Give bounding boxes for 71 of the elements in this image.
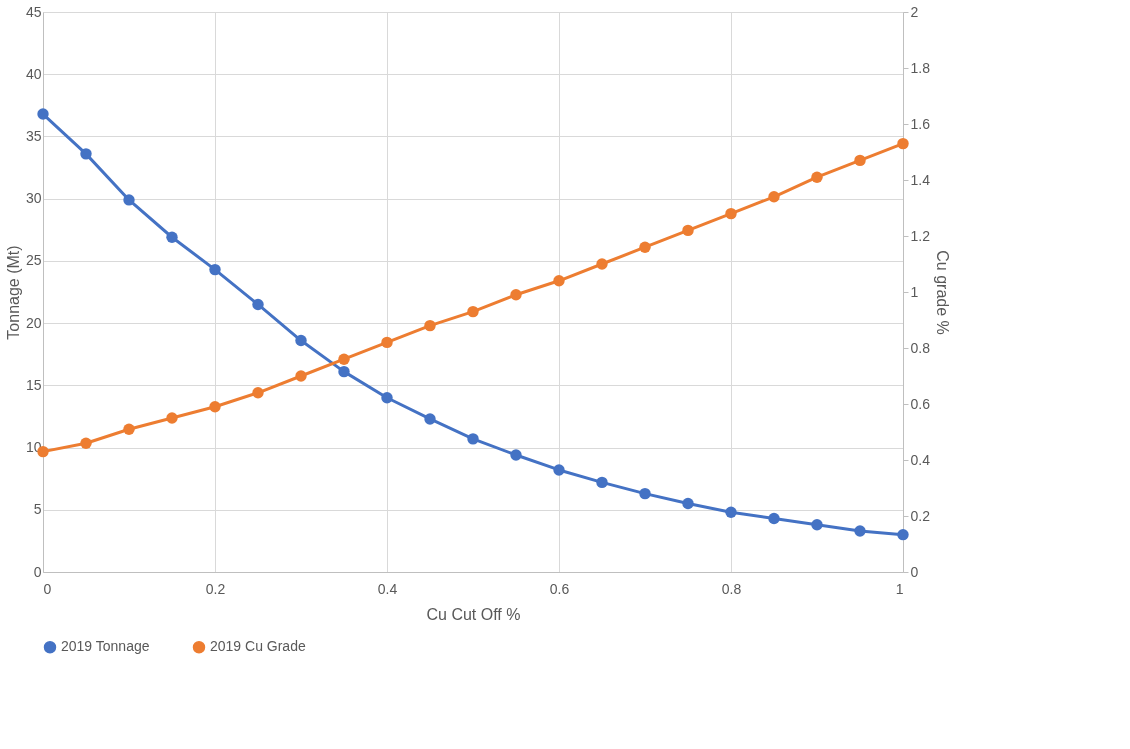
- point: [209, 263, 221, 276]
- y-axis-title: Tonnage (Mt): [4, 245, 22, 340]
- point: [381, 336, 393, 349]
- point: [338, 365, 350, 378]
- x-tick-label: 0.2: [205, 580, 226, 597]
- point: [596, 258, 608, 270]
- point: [768, 191, 780, 203]
- y-tick-label: 20: [25, 314, 42, 331]
- point: [123, 423, 135, 435]
- y2-tick-label: 1.2: [910, 227, 931, 244]
- y-tick-label: 5: [33, 501, 42, 518]
- y-tick-label: 25: [25, 252, 42, 269]
- point: [811, 171, 823, 183]
- y-tick-label: 30: [25, 190, 42, 207]
- point: [639, 241, 651, 253]
- y2-tick-label: 2: [910, 3, 919, 20]
- y2-tick-label: 0: [910, 563, 919, 580]
- y-tick-label: 35: [25, 127, 42, 144]
- y2-tick-label: 0.6: [910, 395, 931, 412]
- x-axis-title: Cu Cut Off %: [426, 605, 521, 623]
- point: [295, 334, 307, 347]
- point: [381, 392, 393, 404]
- point: [596, 476, 608, 489]
- point: [467, 433, 479, 445]
- legend-label: 2019 Tonnage: [61, 638, 150, 655]
- y2-tick-label: 1: [910, 283, 919, 300]
- legend-label: 2019 Cu Grade: [210, 638, 306, 655]
- point: [37, 108, 49, 120]
- y2-tick-label: 1.4: [910, 171, 931, 188]
- y2-tick-label: 1.6: [910, 115, 931, 132]
- y2-axis-title: Cu grade %: [933, 250, 951, 335]
- point: [725, 506, 737, 518]
- point: [768, 512, 780, 525]
- point: [424, 319, 436, 332]
- y-tick-label: 0: [33, 563, 42, 580]
- y2-tick-label: 0.8: [910, 339, 931, 356]
- point: [854, 154, 866, 167]
- x-tick-label: 1: [895, 580, 904, 597]
- y2-tick-label: 0.2: [910, 507, 931, 524]
- point: [682, 224, 694, 237]
- point: [123, 194, 135, 206]
- x-tick-label: 0.6: [549, 580, 570, 597]
- point: [553, 464, 565, 476]
- point: [252, 298, 264, 311]
- y-tick-label: 15: [25, 376, 42, 393]
- point: [80, 437, 92, 449]
- point: [252, 387, 264, 399]
- point: [897, 137, 909, 150]
- y2-tick-label: 1.8: [910, 59, 931, 76]
- x-tick-label: 0.4: [377, 580, 398, 597]
- point: [338, 353, 350, 365]
- point: [209, 401, 221, 413]
- point: [467, 305, 479, 318]
- point: [510, 449, 522, 461]
- y-tick-label: 40: [25, 65, 42, 82]
- point: [854, 525, 866, 537]
- point: [725, 207, 737, 220]
- y2-tick-label: 0.4: [910, 451, 931, 468]
- point: [553, 275, 565, 287]
- point: [682, 497, 694, 510]
- point: [166, 231, 178, 243]
- point: [510, 289, 522, 301]
- point: [424, 413, 436, 425]
- y-tick-label: 45: [25, 3, 42, 20]
- point: [166, 412, 178, 424]
- point: [897, 528, 909, 541]
- point: [80, 148, 92, 160]
- point: [639, 487, 651, 500]
- point: [811, 519, 823, 531]
- x-tick-label: 0.8: [721, 580, 742, 597]
- point: [295, 370, 307, 382]
